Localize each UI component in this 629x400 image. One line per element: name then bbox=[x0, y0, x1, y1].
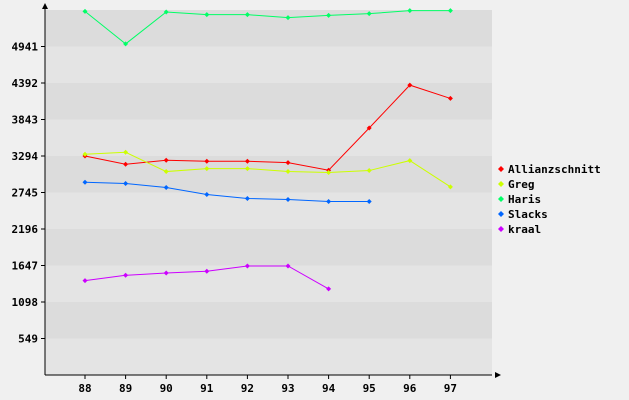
legend-label: Haris bbox=[508, 193, 541, 206]
y-tick-label: 3843 bbox=[12, 114, 39, 127]
x-axis-arrow bbox=[495, 372, 501, 378]
data-point bbox=[366, 168, 372, 174]
legend-marker bbox=[498, 226, 504, 232]
y-tick-label: 2745 bbox=[12, 187, 39, 200]
x-tick-label: 97 bbox=[444, 382, 457, 395]
data-point bbox=[244, 12, 250, 18]
legend-marker bbox=[498, 196, 504, 202]
series-line-slacks bbox=[84, 181, 370, 202]
legend-marker bbox=[498, 181, 504, 187]
y-axis-arrow bbox=[42, 3, 48, 9]
legend-marker bbox=[498, 166, 504, 172]
y-tick-label: 1647 bbox=[12, 260, 39, 273]
data-point bbox=[123, 272, 129, 278]
data-point bbox=[163, 185, 169, 191]
grid-band bbox=[45, 302, 492, 339]
legend: Allianzschnitt Greg Haris Slacks kraal bbox=[498, 163, 601, 236]
y-tick-label: 3294 bbox=[12, 150, 39, 163]
data-point bbox=[163, 270, 169, 276]
data-point bbox=[204, 268, 210, 274]
data-point bbox=[244, 195, 250, 201]
x-tick-label: 95 bbox=[363, 382, 376, 395]
grid-band bbox=[45, 119, 492, 156]
x-tick-label: 93 bbox=[281, 382, 294, 395]
data-point bbox=[366, 125, 372, 131]
x-tick-label: 94 bbox=[322, 382, 336, 395]
data-point bbox=[82, 151, 88, 157]
data-point bbox=[447, 8, 453, 14]
x-tick-label: 92 bbox=[241, 382, 254, 395]
legend-label: Slacks bbox=[508, 208, 548, 221]
data-point bbox=[447, 184, 453, 190]
legend-label: kraal bbox=[508, 223, 541, 236]
data-point bbox=[123, 181, 129, 187]
data-point bbox=[407, 8, 413, 14]
data-point bbox=[407, 82, 413, 88]
data-point bbox=[204, 12, 210, 18]
legend-marker bbox=[498, 211, 504, 217]
legend-label: Greg bbox=[508, 178, 535, 191]
x-tick-label: 89 bbox=[119, 382, 132, 395]
x-tick-label: 90 bbox=[160, 382, 173, 395]
y-tick-label: 4941 bbox=[12, 41, 39, 54]
data-point bbox=[285, 169, 291, 175]
data-point bbox=[82, 179, 88, 185]
data-point bbox=[285, 160, 291, 166]
axes bbox=[42, 3, 501, 378]
data-point bbox=[285, 15, 291, 21]
series-line-greg bbox=[84, 151, 451, 188]
data-point bbox=[204, 166, 210, 172]
x-tick-label: 88 bbox=[78, 382, 91, 395]
data-point bbox=[407, 158, 413, 164]
y-tick-label: 1098 bbox=[12, 296, 39, 309]
grid-band bbox=[45, 83, 492, 120]
data-point bbox=[326, 12, 332, 18]
x-tick-label: 91 bbox=[200, 382, 214, 395]
data-point bbox=[163, 9, 169, 15]
data-point bbox=[244, 263, 250, 269]
data-point bbox=[285, 196, 291, 202]
data-point bbox=[326, 198, 332, 204]
data-point bbox=[163, 169, 169, 175]
data-point bbox=[123, 149, 129, 155]
data-point bbox=[366, 198, 372, 204]
data-point bbox=[204, 158, 210, 164]
data-point bbox=[447, 95, 453, 101]
data-point bbox=[244, 158, 250, 164]
data-point bbox=[163, 157, 169, 163]
grid-band bbox=[45, 46, 492, 83]
series-line-haris bbox=[84, 10, 451, 45]
grid-band bbox=[45, 10, 492, 47]
legend-label: Allianzschnitt bbox=[508, 163, 601, 176]
grid-band bbox=[45, 265, 492, 302]
y-tick-label: 549 bbox=[18, 333, 38, 346]
x-tick-label: 96 bbox=[403, 382, 417, 395]
data-point bbox=[326, 170, 332, 176]
series-lines bbox=[82, 8, 453, 292]
y-tick-label: 2196 bbox=[12, 223, 39, 236]
data-point bbox=[244, 166, 250, 172]
y-tick-label: 4392 bbox=[12, 77, 39, 90]
grid-bands bbox=[45, 10, 492, 375]
grid-band bbox=[45, 338, 492, 375]
data-point bbox=[326, 286, 332, 292]
grid-band bbox=[45, 229, 492, 266]
data-point bbox=[82, 278, 88, 284]
data-point bbox=[123, 41, 129, 47]
data-point bbox=[204, 191, 210, 197]
grid-band bbox=[45, 192, 492, 229]
data-point bbox=[285, 263, 291, 269]
tick-labels: 549 1098 1647 2196 2745 3294 3843 4392 4941 88 89 9… bbox=[12, 41, 458, 396]
data-point bbox=[366, 11, 372, 17]
data-point bbox=[82, 8, 88, 14]
data-point bbox=[123, 161, 129, 167]
